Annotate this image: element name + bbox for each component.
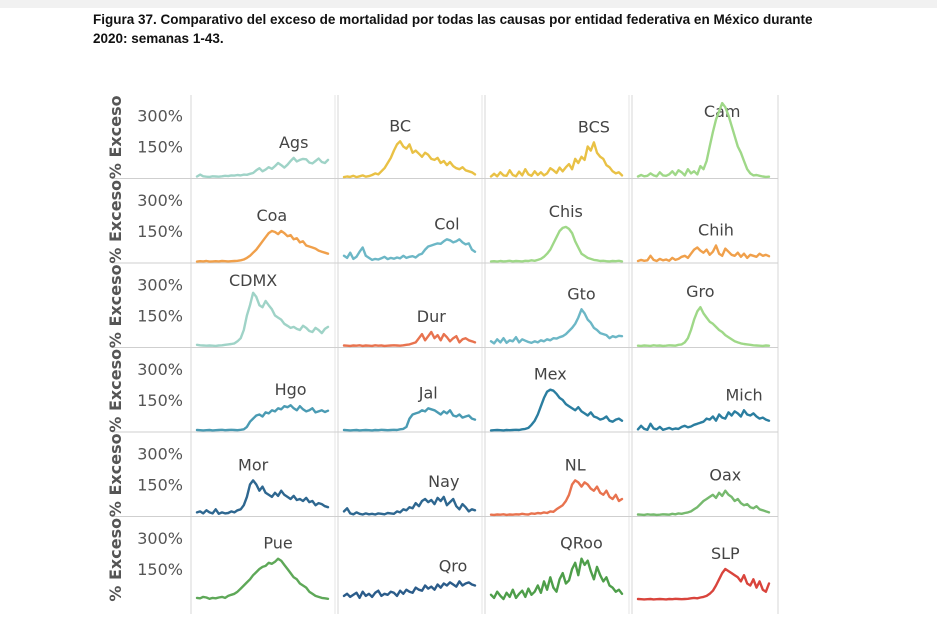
- y-axis-label: % Exceso: [106, 180, 125, 264]
- panel-label: Pue: [263, 534, 292, 553]
- panel-label: Dur: [417, 307, 446, 326]
- top-bar: [0, 0, 937, 8]
- y-axis-label: % Exceso: [106, 95, 125, 179]
- series-line-pue: [195, 557, 330, 600]
- panel-label: Ags: [279, 133, 308, 152]
- y-axis-label: % Exceso: [106, 518, 125, 602]
- panel-label: Gro: [686, 282, 714, 301]
- panel-label: Mich: [725, 385, 762, 404]
- y-tick-label: 150%: [137, 307, 183, 326]
- figure-title: Figura 37. Comparativo del exceso de mor…: [93, 12, 813, 46]
- panel-label: Qro: [439, 556, 468, 575]
- panel-label: BCS: [578, 117, 610, 136]
- y-tick-label: 150%: [137, 138, 183, 157]
- series-line-cdmx: [195, 291, 330, 348]
- panel-label: Chih: [698, 220, 734, 239]
- panel-label: Hgo: [275, 380, 307, 399]
- panel-label: CDMX: [229, 271, 277, 290]
- panel-label: Oax: [709, 466, 741, 485]
- series-line-mich: [636, 409, 771, 431]
- series-line-gro: [636, 306, 771, 348]
- panel-label: Nay: [428, 472, 459, 491]
- y-tick-label: 300%: [137, 276, 183, 295]
- series-line-nl: [489, 479, 624, 517]
- series-line-nay: [342, 495, 477, 516]
- series-line-hgo: [195, 404, 330, 432]
- y-tick-label: 300%: [137, 529, 183, 548]
- y-tick-label: 300%: [137, 107, 183, 126]
- series-line-mex: [489, 388, 624, 432]
- panel-label: Coa: [256, 206, 287, 225]
- panel-label: Mex: [534, 365, 567, 384]
- series-line-jal: [342, 407, 477, 432]
- series-line-mor: [195, 479, 330, 515]
- y-tick-label: 150%: [137, 560, 183, 579]
- y-tick-label: 300%: [137, 360, 183, 379]
- panel-label: Mor: [238, 455, 269, 474]
- y-axis-label: % Exceso: [106, 433, 125, 517]
- series-line-chih: [636, 244, 771, 263]
- series-line-qroo: [489, 557, 624, 601]
- y-tick-label: 150%: [137, 476, 183, 495]
- y-tick-label: 300%: [137, 445, 183, 464]
- series-line-qro: [342, 580, 477, 600]
- series-line-oax: [636, 489, 771, 517]
- series-line-ags: [195, 156, 330, 179]
- panel-label: Jal: [418, 383, 438, 402]
- panel-label: Gto: [567, 284, 595, 303]
- panel-label: SLP: [711, 544, 740, 563]
- panel-label: NL: [565, 455, 586, 474]
- series-line-bcs: [489, 141, 624, 178]
- y-axis-label: % Exceso: [106, 349, 125, 433]
- y-tick-label: 150%: [137, 391, 183, 410]
- series-line-col: [342, 238, 477, 262]
- panel-label: Cam: [704, 102, 741, 121]
- series-line-gto: [489, 308, 624, 345]
- series-line-chis: [489, 225, 624, 263]
- series-line-coa: [195, 229, 330, 263]
- y-axis-label: % Exceso: [106, 264, 125, 348]
- series-line-cam: [636, 101, 771, 179]
- panel-label: BC: [389, 116, 411, 135]
- series-line-bc: [342, 140, 477, 179]
- y-tick-label: 300%: [137, 191, 183, 210]
- panel-label: QRoo: [560, 534, 603, 553]
- panel-label: Chis: [549, 202, 583, 221]
- panel-label: Col: [434, 214, 459, 233]
- series-line-dur: [342, 330, 477, 348]
- series-line-slp: [636, 567, 771, 601]
- y-tick-label: 150%: [137, 222, 183, 241]
